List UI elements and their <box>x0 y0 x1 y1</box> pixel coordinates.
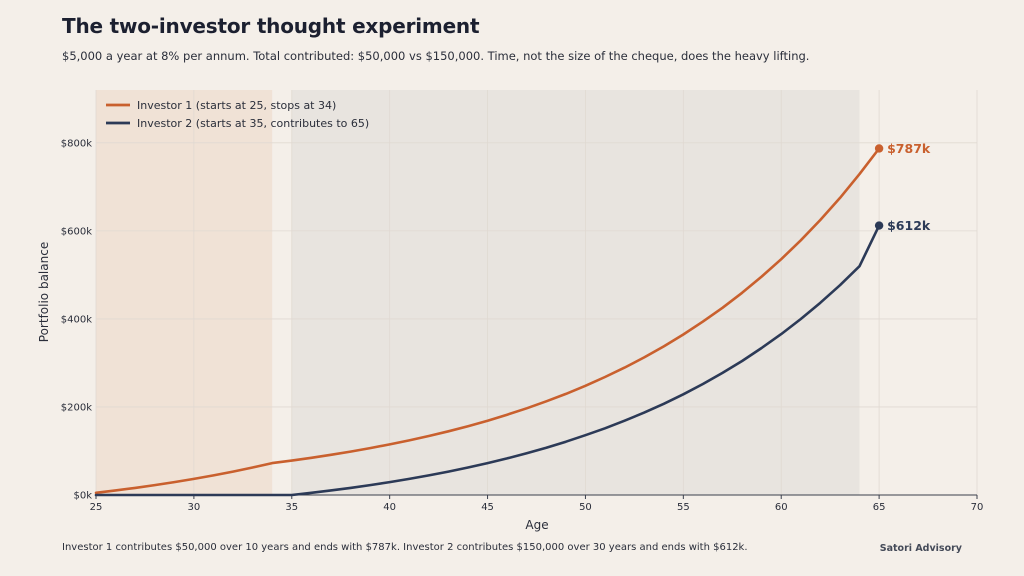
x-tick-label: 40 <box>383 502 396 513</box>
end-label-investor-2: $612k <box>887 218 931 233</box>
axes: 25 30 35 40 45 50 55 60 65 70 $0k $200k $400k $600k $8… <box>61 138 984 513</box>
x-tick-label: 70 <box>971 502 984 513</box>
end-point-investor-2 <box>874 221 884 230</box>
x-tick-label: 45 <box>481 502 494 513</box>
shaded-bands <box>96 90 860 495</box>
x-tick-label: 25 <box>90 502 103 513</box>
shaded-band-2 <box>291 90 860 495</box>
end-label-investor-1: $787k <box>887 141 931 156</box>
shaded-band-1 <box>96 90 273 495</box>
x-tick-label: 65 <box>873 502 886 513</box>
page-subtitle: $5,000 a year at 8% per annum. Total con… <box>62 49 810 63</box>
y-tick-label: $800k <box>61 138 92 149</box>
y-tick-label: $400k <box>61 314 92 325</box>
y-tick-label: $600k <box>61 226 92 237</box>
brand-name: Satori Advisory <box>879 543 962 554</box>
legend: Investor 1 (starts at 25, stops at 34) In… <box>106 99 369 130</box>
footnote: Investor 1 contributes $50,000 over 10 y… <box>62 542 748 553</box>
grid-lines <box>95 90 978 496</box>
x-tick-label: 55 <box>677 502 690 513</box>
page-title: The two-investor thought experiment <box>62 14 480 38</box>
x-axis-title: Age <box>525 518 548 532</box>
series-line-investor-1 <box>94 147 881 495</box>
legend-label-investor-1: Investor 1 (starts at 25, stops at 34) <box>137 99 336 112</box>
legend-label-investor-2: Investor 2 (starts at 35, contributes to… <box>137 117 369 130</box>
y-axis-title: Portfolio balance <box>37 242 51 342</box>
end-point-investor-1 <box>874 144 884 153</box>
series-lines: $787k $612k <box>94 141 931 497</box>
series-line-investor-2 <box>94 224 881 497</box>
x-tick-label: 50 <box>579 502 592 513</box>
x-tick-label: 35 <box>285 502 298 513</box>
y-tick-label: $200k <box>61 402 92 413</box>
x-tick-label: 60 <box>775 502 788 513</box>
x-tick-label: 30 <box>188 502 201 513</box>
y-tick-label: $0k <box>73 491 92 502</box>
